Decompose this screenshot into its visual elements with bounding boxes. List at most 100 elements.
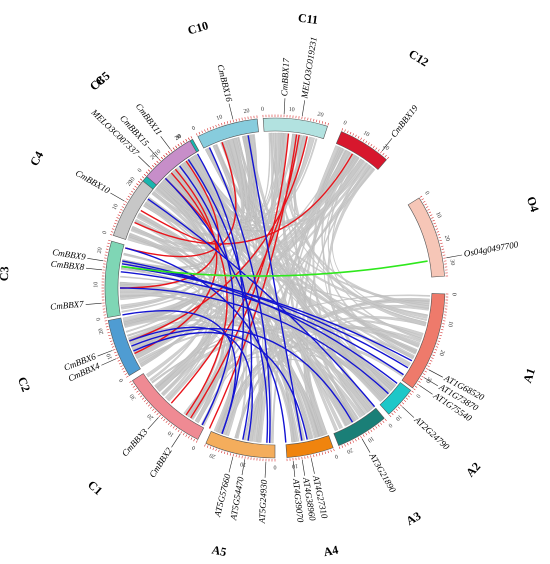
tick-label: 20 (174, 134, 182, 142)
tick-mark (123, 370, 126, 373)
gene-connector (419, 385, 433, 395)
tick-mark (226, 121, 229, 124)
gene-connector (160, 136, 171, 150)
tick-mark (209, 446, 212, 449)
chromosome-label-a2: A2 (463, 459, 483, 479)
tick-mark (105, 248, 109, 250)
tick-mark (419, 195, 423, 198)
tick-mark (160, 416, 164, 420)
tick-mark (362, 139, 365, 142)
tick-mark (121, 368, 125, 370)
arabidopsis-collinear-link (121, 265, 413, 362)
tick-mark (349, 441, 352, 445)
background-link (173, 168, 328, 436)
chromosome-a1 (401, 293, 446, 389)
tick-mark (439, 334, 442, 337)
tick-mark (440, 329, 444, 331)
tick-mark (156, 412, 159, 416)
tick-label: 0 (387, 422, 393, 429)
gene-connector (147, 146, 159, 159)
tick-mark (330, 449, 332, 453)
tick-label: 10 (288, 107, 295, 114)
tick-mark (158, 414, 161, 418)
segmental-duplication-link (140, 177, 216, 244)
tick-mark (441, 326, 445, 328)
tick-mark (129, 193, 132, 196)
chromosome-a2 (379, 382, 412, 415)
tick-mark (209, 127, 212, 130)
gene-connector (85, 302, 102, 305)
tick-label: 20 (381, 144, 389, 152)
tick-mark (115, 354, 118, 357)
tick-label: 10 (154, 149, 162, 157)
gene-connector (428, 369, 443, 378)
gene-connector (87, 257, 104, 262)
tick-mark (232, 119, 234, 123)
tick-mark (421, 375, 424, 378)
tick-mark (187, 137, 190, 141)
tick-mark (377, 424, 380, 427)
tick-mark (143, 399, 147, 403)
tick-mark (110, 231, 114, 233)
tick-mark (375, 426, 378, 429)
tick-mark (399, 404, 403, 407)
tick-mark (409, 393, 412, 396)
tick-mark (360, 435, 363, 439)
tick-mark (235, 118, 237, 122)
tick-mark (182, 140, 185, 144)
tick-mark (145, 171, 149, 174)
tick-mark (195, 133, 198, 136)
tick-mark (163, 154, 166, 158)
tick-mark (424, 370, 427, 373)
tick-mark (212, 125, 214, 129)
tick-mark (221, 450, 223, 454)
tick-label: 20 (317, 112, 324, 119)
tick-mark (136, 183, 139, 186)
gene-label-cmbbx2: CmBBX2 (147, 445, 174, 479)
tick-mark (154, 162, 157, 166)
tick-mark (429, 214, 433, 217)
tick-mark (190, 437, 193, 440)
tick-mark (107, 242, 110, 245)
chromosome-a3 (333, 407, 385, 447)
tick-mark (349, 131, 352, 135)
tick-mark (206, 128, 209, 131)
gene-label-melo3c019231: MELO3C019231 (299, 36, 319, 100)
tick-label: 0 (191, 125, 196, 132)
background-link (131, 226, 428, 317)
tick-label: 10 (292, 462, 299, 469)
gene-connector (402, 406, 415, 418)
tick-mark (313, 454, 315, 458)
tick-mark (397, 406, 401, 409)
tick-mark (126, 198, 129, 201)
segmental-duplication-link (170, 172, 228, 416)
tick-mark (333, 448, 335, 452)
tick-mark (440, 245, 444, 247)
gene-connector (241, 459, 246, 476)
tick-mark (362, 434, 365, 437)
tick-mark (405, 397, 409, 400)
tick-label: 0 (96, 317, 102, 321)
tick-label: 10 (167, 429, 175, 437)
chromosome-c11 (262, 117, 328, 140)
tick-mark (139, 395, 143, 398)
tick-mark (355, 438, 357, 442)
gene-label-cmbbx17: CmBBX17 (279, 58, 291, 97)
tick-mark (416, 383, 420, 386)
tick-mark (123, 203, 126, 206)
chromosome-label-a3: A3 (404, 509, 424, 529)
tick-label: 10 (93, 282, 99, 288)
tick-label: 0 (274, 464, 277, 470)
tick-mark (110, 343, 114, 345)
tick-mark (215, 124, 217, 128)
tick-label: 10 (112, 203, 120, 211)
tick-mark (341, 445, 344, 448)
segmental-duplication-link (129, 136, 308, 342)
tick-mark (117, 214, 121, 217)
chromosome-c5 (146, 140, 197, 186)
chromosome-label-a4: A4 (322, 543, 339, 560)
tick-mark (152, 165, 155, 168)
tick-mark (182, 432, 185, 436)
tick-label: 20 (209, 452, 217, 460)
